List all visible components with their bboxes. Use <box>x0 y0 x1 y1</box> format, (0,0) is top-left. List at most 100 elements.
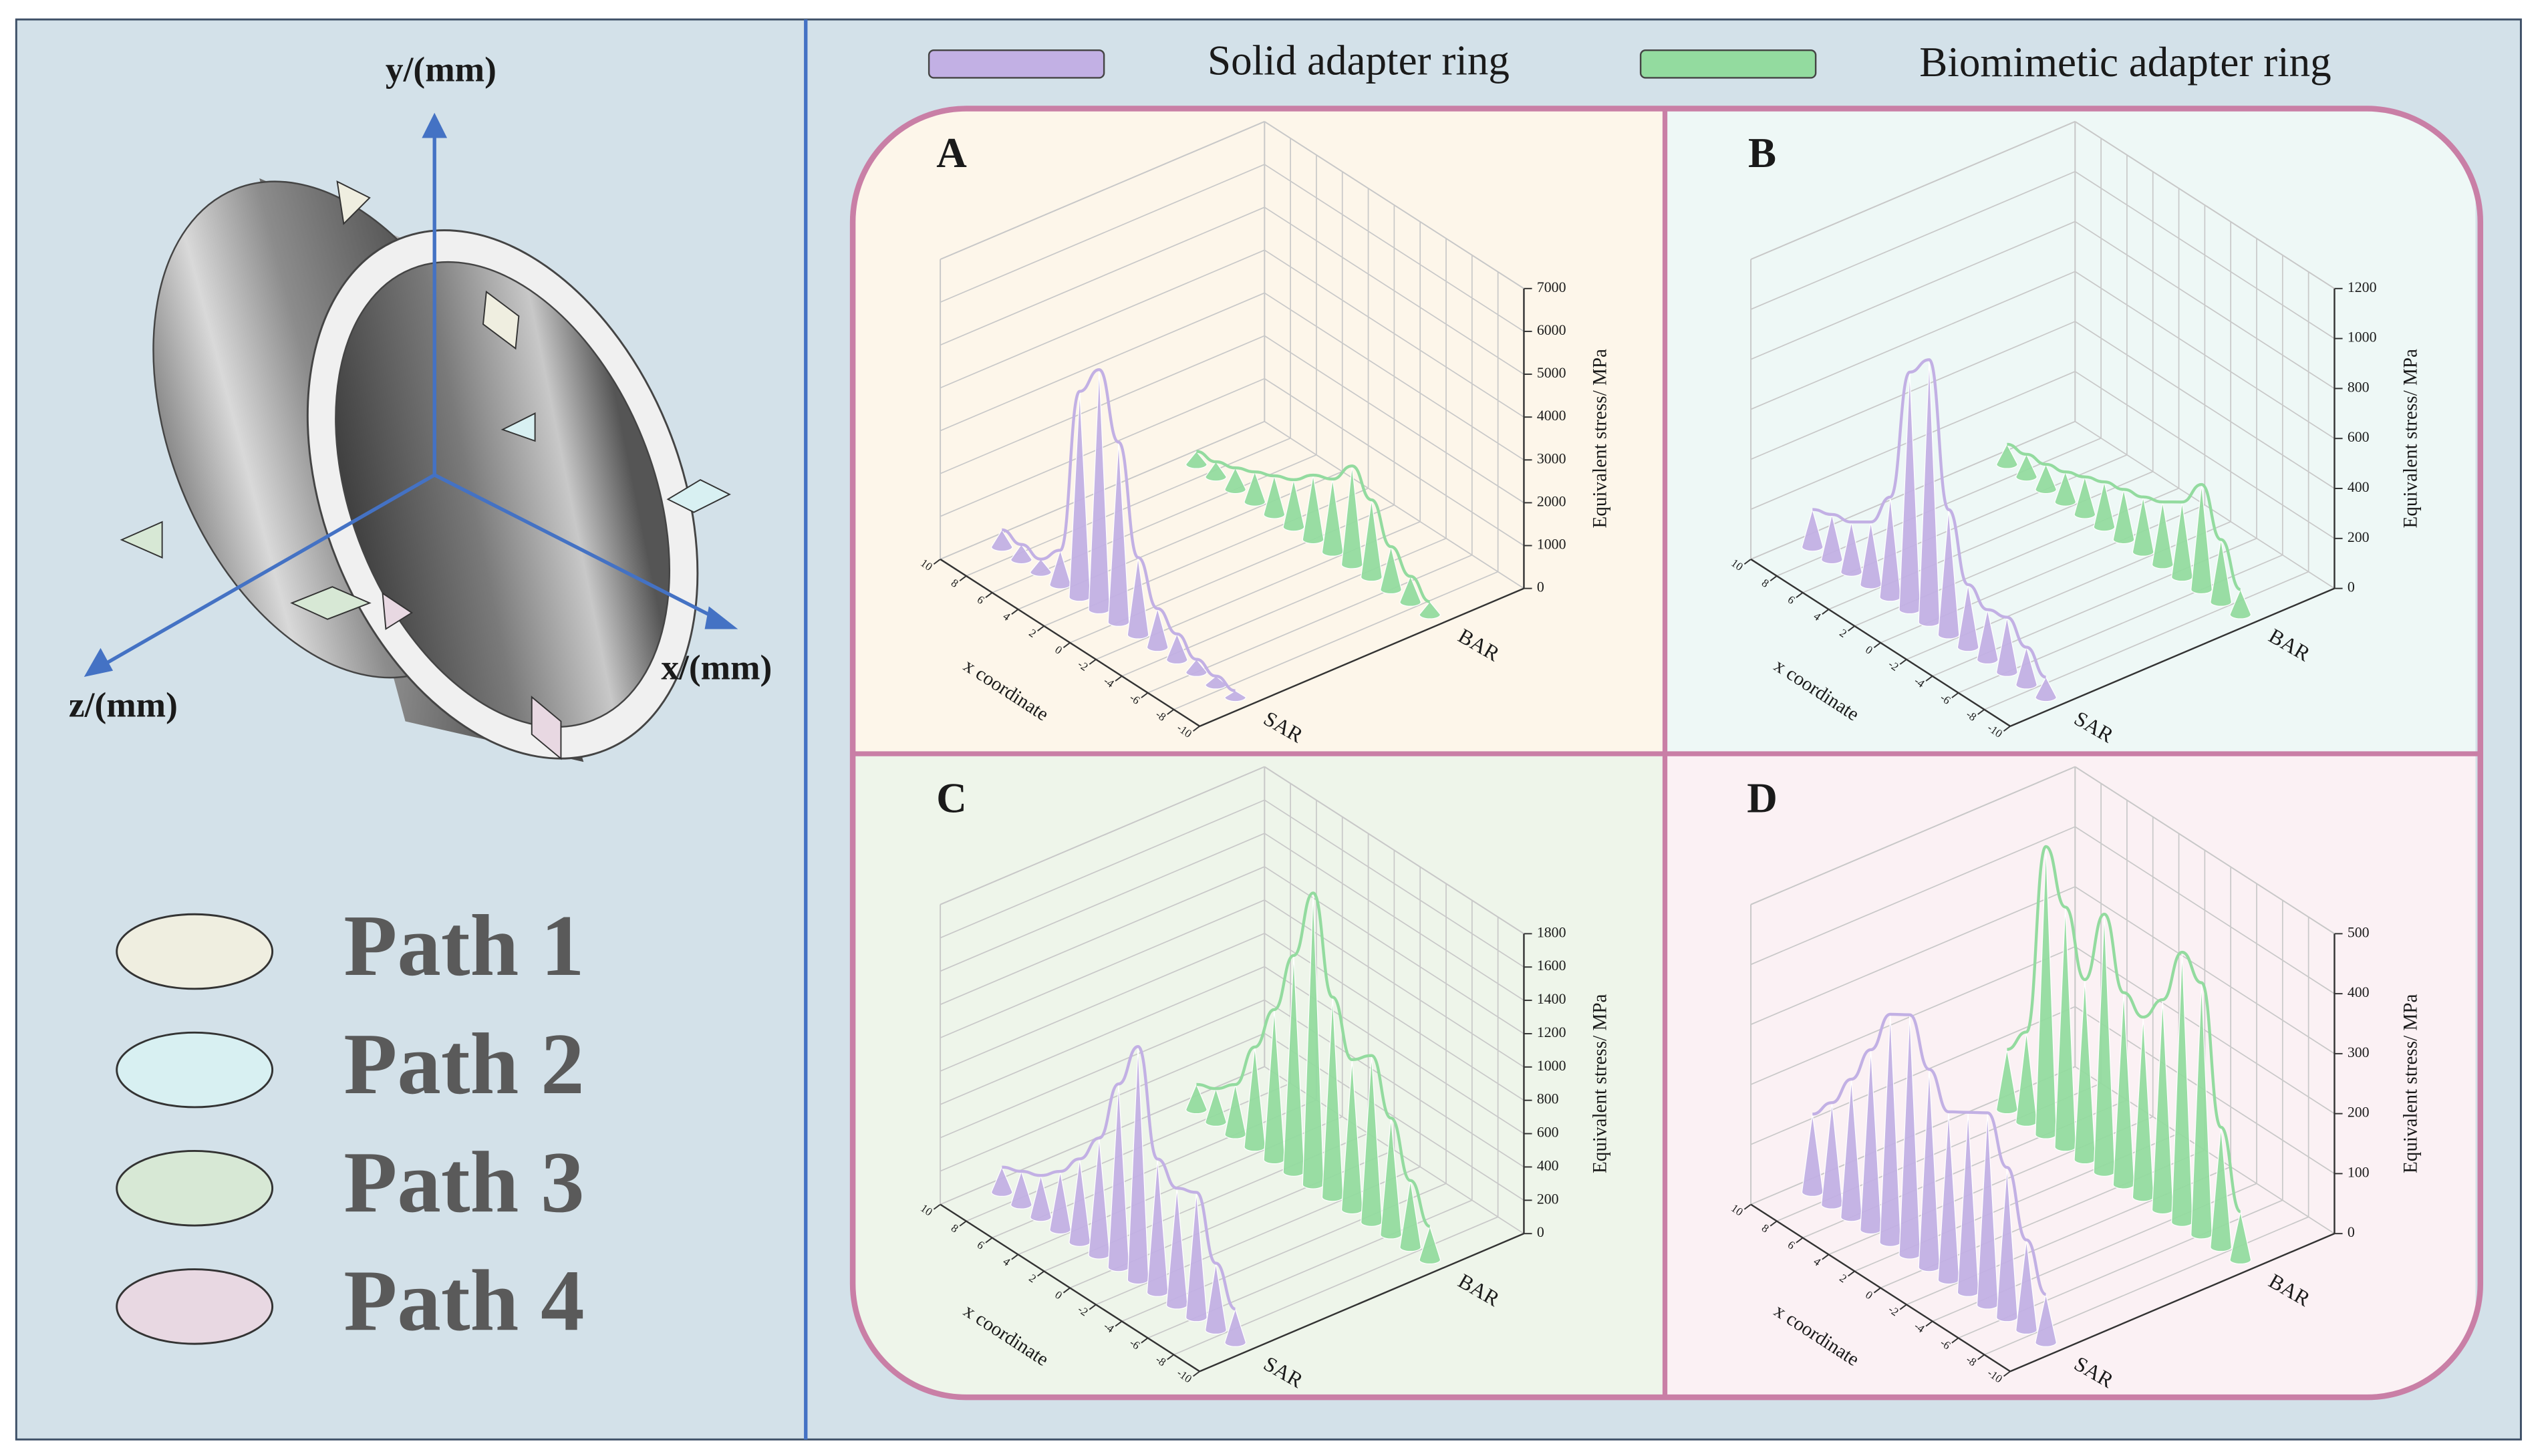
cone <box>1361 499 1383 582</box>
panel-label: D <box>1747 774 1778 821</box>
cone <box>1244 470 1266 506</box>
path-label: Path 2 <box>343 1016 584 1113</box>
depth-axis <box>2009 1233 2335 1372</box>
cone <box>1205 1263 1227 1335</box>
path-swatch <box>116 913 274 990</box>
cone <box>2210 1127 2232 1252</box>
panel-label: B <box>1748 130 1776 176</box>
x-tick <box>1848 625 1855 631</box>
z-axis <box>102 473 436 666</box>
x-tick <box>1951 692 1959 698</box>
grid-line <box>1750 271 2076 410</box>
y-tick-label: 2000 <box>1537 493 1566 509</box>
x-tick <box>1167 709 1175 715</box>
x-tick <box>1743 559 1751 565</box>
y-tick-label: 0 <box>2348 579 2355 595</box>
x-tick <box>1743 1203 1751 1210</box>
cone <box>1282 479 1305 532</box>
cone <box>1205 461 1227 482</box>
x-tick <box>985 592 993 598</box>
series-curve <box>1196 450 1431 603</box>
y-tick-label: 500 <box>2348 924 2370 940</box>
cone <box>1840 522 1862 577</box>
cone <box>2035 463 2057 494</box>
y-tick-label: 0 <box>2348 1224 2355 1240</box>
x-tick <box>1848 1270 1855 1277</box>
panel-bg <box>854 108 1665 754</box>
y-tick-label: 1400 <box>1537 991 1566 1007</box>
x-tick <box>1011 1254 1019 1260</box>
x-tick <box>1925 1320 1933 1327</box>
arrow <box>84 647 114 678</box>
cone <box>990 1166 1013 1197</box>
y-tick-label: 800 <box>2348 379 2370 395</box>
axis-label: z/(mm) <box>69 684 178 724</box>
cone <box>1010 1169 1032 1209</box>
path-marker <box>482 290 520 350</box>
y-tick-label: 800 <box>1537 1091 1559 1107</box>
grid-line <box>940 866 1265 1006</box>
x-tick <box>1822 609 1830 615</box>
series-curve <box>1812 1012 2047 1296</box>
x-tick <box>985 1237 993 1244</box>
panel-bg <box>1665 108 2476 754</box>
x-tick <box>1899 1304 1907 1310</box>
cone <box>1957 584 1979 652</box>
grid-line <box>1750 886 2076 1025</box>
panel-border <box>849 106 2484 1401</box>
y-tick-label: 400 <box>1537 1157 1559 1173</box>
y-tick-label: 1000 <box>1537 1058 1566 1074</box>
cone <box>1224 1308 1247 1347</box>
y-tick-label: 200 <box>2348 529 2370 545</box>
y-axis-title: Equivalent stress/ MPa <box>1590 349 1611 529</box>
grid-line <box>940 335 1265 474</box>
x-tick <box>1063 642 1071 648</box>
series-curve <box>1002 1044 1236 1311</box>
series-curve <box>2007 442 2241 591</box>
series-curve <box>1001 368 1236 692</box>
depth-axis <box>1199 587 1524 727</box>
cone <box>2229 588 2252 619</box>
grid-line <box>940 164 1265 303</box>
cone <box>1996 617 2018 677</box>
y-tick-label: 200 <box>2348 1105 2370 1121</box>
grid-line <box>940 799 1265 939</box>
cone <box>1419 601 1441 619</box>
grid-line <box>940 899 1265 1038</box>
cone <box>1127 557 1149 639</box>
y-tick-label: 400 <box>2348 984 2370 1000</box>
panel: 0200400600800100012001400160018001086420… <box>918 766 1611 1393</box>
cone <box>1419 1225 1441 1265</box>
wall-edge <box>1264 766 1524 935</box>
depth-axis <box>2009 587 2335 727</box>
path-marker <box>666 478 731 513</box>
series-curve <box>1812 358 2047 679</box>
x-axis <box>1750 1203 2011 1372</box>
grid-line <box>940 249 1265 389</box>
wall-edge <box>940 121 1265 261</box>
path-marker <box>531 696 562 760</box>
cone <box>2015 453 2037 482</box>
x-tick <box>1796 592 1804 598</box>
cone <box>2132 496 2154 557</box>
grid-line <box>940 966 1265 1105</box>
cone <box>1801 508 1824 552</box>
grid-line <box>1750 826 2076 966</box>
y-tick-label: 6000 <box>1537 322 1566 338</box>
grid-line <box>1750 221 2076 360</box>
x-tick <box>933 1203 941 1210</box>
x-tick <box>1089 1304 1097 1310</box>
cone <box>1146 607 1169 652</box>
cone <box>2054 470 2077 506</box>
y-tick-label: 100 <box>2348 1164 2370 1180</box>
y-tick-label: 600 <box>1537 1125 1559 1141</box>
wall-edge <box>2074 121 2335 289</box>
x-tick <box>2003 1370 2011 1377</box>
x-tick <box>1011 609 1019 615</box>
y-tick-label: 200 <box>1537 1191 1559 1207</box>
path-marker <box>336 180 371 225</box>
path-marker <box>382 591 414 630</box>
y-tick-label: 400 <box>2348 479 2370 495</box>
y-axis-title: Equivalent stress/ MPa <box>1590 994 1611 1173</box>
